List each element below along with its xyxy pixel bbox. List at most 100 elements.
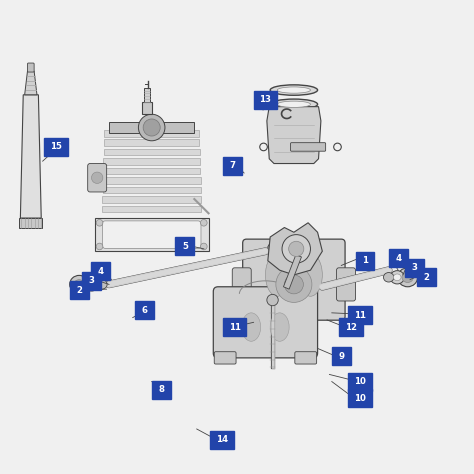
Text: 3: 3	[412, 264, 418, 272]
FancyBboxPatch shape	[103, 177, 201, 184]
Text: 11: 11	[354, 311, 366, 319]
Ellipse shape	[70, 275, 89, 293]
Circle shape	[282, 235, 310, 263]
Text: 5: 5	[182, 242, 188, 251]
FancyBboxPatch shape	[152, 381, 171, 399]
Text: 14: 14	[216, 436, 228, 444]
FancyBboxPatch shape	[102, 221, 201, 248]
FancyBboxPatch shape	[389, 249, 408, 267]
Text: 8: 8	[158, 385, 164, 394]
FancyBboxPatch shape	[348, 306, 372, 324]
Polygon shape	[267, 107, 321, 164]
Circle shape	[143, 119, 160, 136]
FancyBboxPatch shape	[103, 168, 200, 174]
Text: 12: 12	[345, 323, 357, 331]
Ellipse shape	[74, 280, 84, 289]
Circle shape	[284, 275, 303, 294]
FancyBboxPatch shape	[135, 301, 154, 319]
Text: 2: 2	[77, 286, 82, 294]
Ellipse shape	[242, 313, 261, 341]
Ellipse shape	[299, 254, 322, 296]
Ellipse shape	[402, 272, 413, 283]
Ellipse shape	[88, 281, 95, 288]
FancyBboxPatch shape	[104, 130, 199, 137]
Circle shape	[96, 219, 103, 226]
Ellipse shape	[268, 238, 320, 257]
Circle shape	[91, 172, 103, 183]
Circle shape	[138, 114, 165, 141]
FancyBboxPatch shape	[417, 268, 436, 286]
FancyBboxPatch shape	[82, 272, 101, 290]
FancyBboxPatch shape	[337, 268, 356, 301]
Ellipse shape	[390, 271, 404, 284]
Circle shape	[276, 266, 312, 302]
Circle shape	[201, 243, 207, 250]
FancyBboxPatch shape	[95, 218, 209, 251]
FancyBboxPatch shape	[104, 149, 200, 155]
FancyBboxPatch shape	[102, 187, 201, 193]
Polygon shape	[20, 95, 41, 218]
FancyBboxPatch shape	[175, 237, 194, 255]
Text: 6: 6	[142, 306, 147, 315]
FancyBboxPatch shape	[142, 102, 152, 114]
Polygon shape	[268, 223, 322, 275]
Text: 10: 10	[354, 377, 366, 386]
Ellipse shape	[277, 87, 310, 93]
FancyBboxPatch shape	[243, 239, 345, 320]
FancyBboxPatch shape	[19, 218, 42, 228]
FancyBboxPatch shape	[295, 352, 317, 364]
Text: 15: 15	[50, 143, 62, 151]
Text: 9: 9	[338, 352, 344, 361]
FancyBboxPatch shape	[405, 259, 424, 277]
Text: 4: 4	[98, 267, 103, 275]
Ellipse shape	[277, 101, 310, 108]
Circle shape	[267, 294, 278, 306]
FancyBboxPatch shape	[291, 143, 326, 151]
Text: 3: 3	[89, 276, 94, 285]
Ellipse shape	[270, 99, 318, 109]
Text: 13: 13	[259, 95, 272, 104]
FancyBboxPatch shape	[70, 281, 89, 299]
Circle shape	[289, 241, 304, 256]
FancyBboxPatch shape	[348, 373, 372, 391]
Text: 1: 1	[362, 256, 368, 265]
FancyBboxPatch shape	[102, 206, 201, 212]
FancyBboxPatch shape	[210, 431, 234, 449]
Ellipse shape	[84, 278, 99, 291]
Text: 11: 11	[228, 323, 241, 331]
Text: 2: 2	[424, 273, 429, 282]
FancyBboxPatch shape	[109, 122, 194, 133]
FancyBboxPatch shape	[27, 63, 34, 72]
Ellipse shape	[270, 85, 318, 95]
FancyBboxPatch shape	[356, 252, 374, 270]
FancyBboxPatch shape	[102, 196, 201, 203]
FancyBboxPatch shape	[348, 389, 372, 407]
FancyBboxPatch shape	[213, 287, 318, 358]
Ellipse shape	[270, 313, 289, 341]
Ellipse shape	[393, 274, 401, 281]
Polygon shape	[283, 255, 301, 289]
FancyBboxPatch shape	[223, 318, 246, 336]
Text: 7: 7	[229, 162, 235, 170]
FancyBboxPatch shape	[332, 347, 351, 365]
FancyBboxPatch shape	[144, 88, 150, 102]
FancyBboxPatch shape	[223, 157, 242, 175]
Text: 4: 4	[395, 254, 401, 263]
FancyBboxPatch shape	[88, 164, 107, 192]
FancyBboxPatch shape	[103, 158, 200, 165]
Ellipse shape	[398, 268, 418, 287]
Ellipse shape	[97, 280, 107, 289]
Polygon shape	[25, 71, 37, 95]
Text: 10: 10	[354, 394, 366, 402]
FancyBboxPatch shape	[214, 352, 236, 364]
FancyBboxPatch shape	[339, 318, 363, 336]
FancyBboxPatch shape	[44, 138, 68, 156]
FancyBboxPatch shape	[91, 262, 110, 280]
Circle shape	[96, 243, 103, 250]
Ellipse shape	[265, 254, 289, 296]
FancyBboxPatch shape	[254, 91, 277, 109]
FancyBboxPatch shape	[232, 268, 251, 301]
FancyBboxPatch shape	[104, 139, 200, 146]
Ellipse shape	[383, 273, 394, 282]
Circle shape	[201, 219, 207, 226]
